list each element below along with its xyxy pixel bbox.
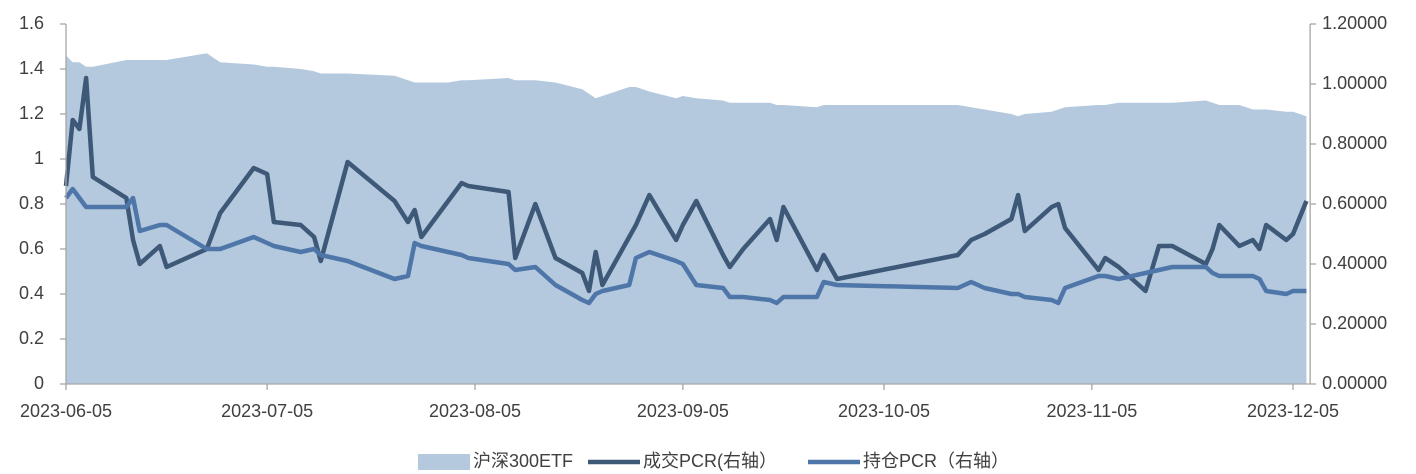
y2-tick-label: 0.40000 [1322, 253, 1387, 273]
x-tick-label: 2023-06-05 [20, 401, 112, 421]
legend-label: 持仓PCR（右轴） [863, 451, 1009, 471]
legend-label: 成交PCR(右轴） [643, 451, 777, 471]
y2-tick-label: 1.00000 [1322, 73, 1387, 93]
y-tick-label: 0 [34, 373, 44, 393]
x-tick-label: 2023-07-05 [221, 401, 313, 421]
line [64, 186, 1307, 306]
y2-tick-label: 0.60000 [1322, 193, 1387, 213]
y2-tick-label: 0.20000 [1322, 313, 1387, 333]
legend-swatch [418, 454, 470, 470]
x-tick-label: 2023-11-05 [1046, 401, 1137, 421]
y2-tick-label: 0.80000 [1322, 133, 1387, 153]
y-tick-label: 0.6 [19, 238, 44, 258]
y-tick-label: 1.6 [19, 13, 44, 33]
x-tick-label: 2023-08-05 [429, 401, 521, 421]
line [63, 75, 1309, 294]
y-tick-label: 0.8 [19, 193, 44, 213]
y-tick-label: 1.2 [19, 103, 44, 123]
x-tick-label: 2023-10-05 [838, 401, 930, 421]
y2-tick-label: 1.20000 [1322, 13, 1387, 33]
x-tick-label: 2023-09-05 [637, 401, 729, 421]
y-tick-label: 1 [34, 148, 44, 168]
y-tick-label: 0.4 [19, 283, 44, 303]
x-tick-label: 2023-12-05 [1247, 401, 1339, 421]
y-tick-label: 0.2 [19, 328, 44, 348]
y-tick-label: 1.4 [19, 58, 44, 78]
legend-label: 沪深300ETF [473, 451, 573, 471]
y2-tick-label: 0.00000 [1322, 373, 1387, 393]
